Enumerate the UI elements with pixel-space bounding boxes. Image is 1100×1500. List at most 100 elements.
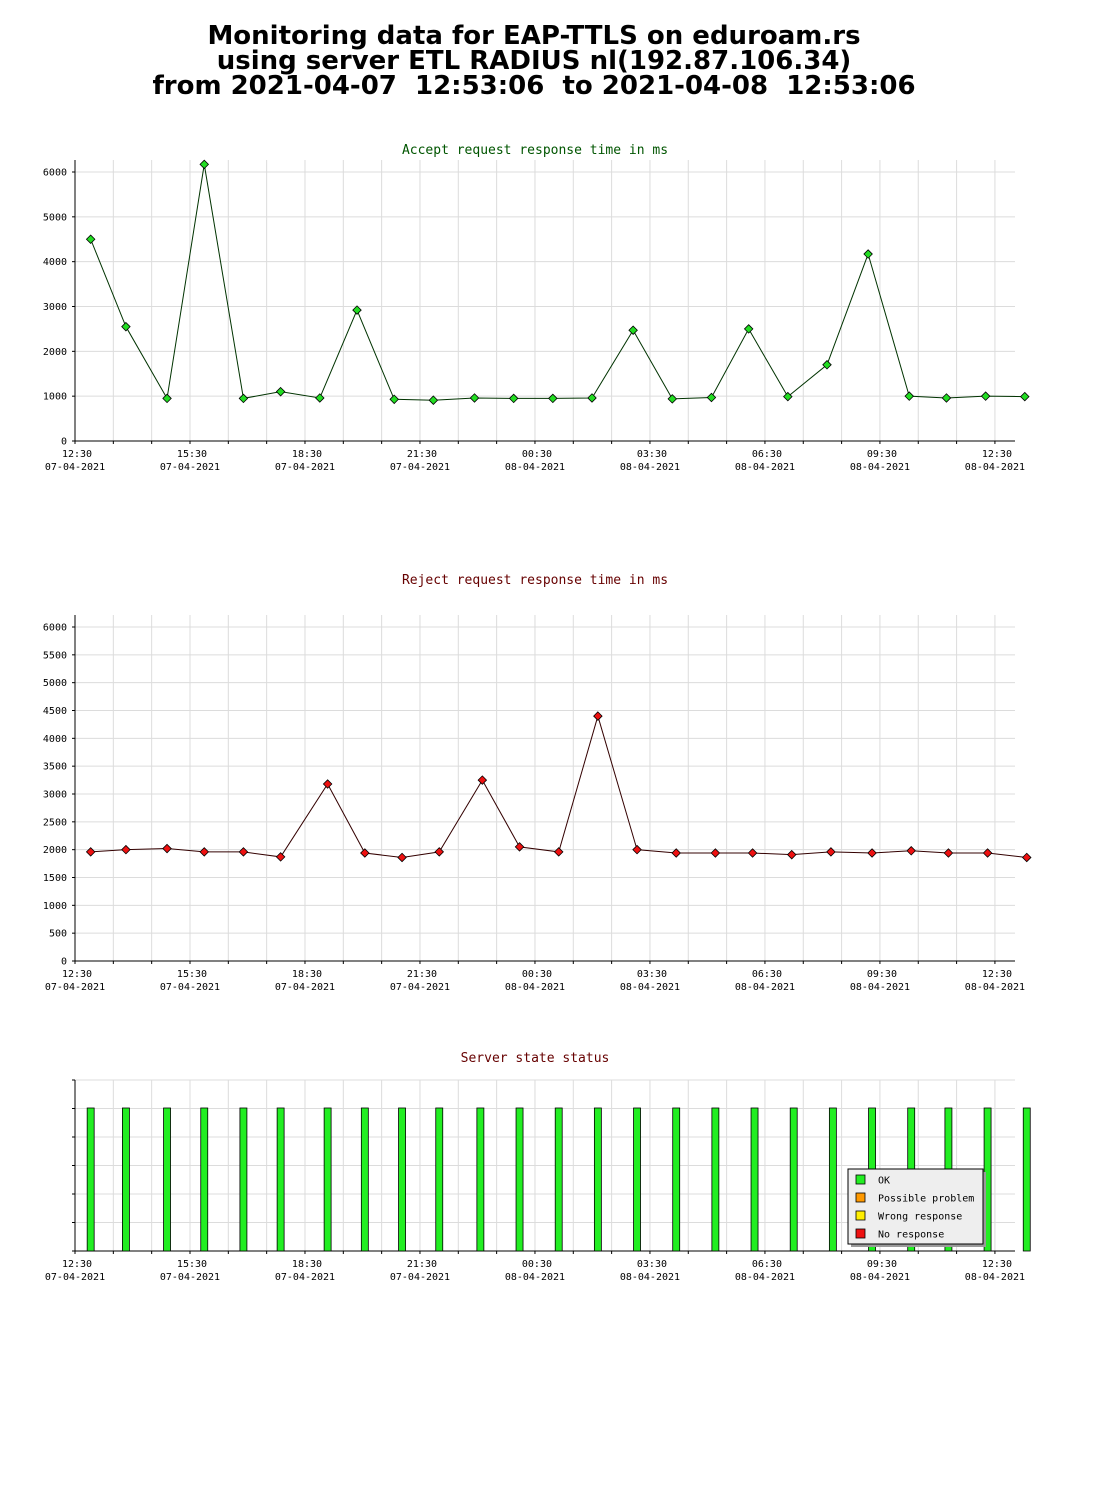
reject-data-point: [906, 846, 916, 856]
accept-data-point: [162, 393, 172, 404]
reject-data-point: [275, 852, 286, 862]
reject-data-point: [671, 848, 681, 858]
reject-data-point: [786, 849, 797, 860]
status-bar: [360, 1107, 369, 1252]
accept-ytick-label: 1000: [43, 392, 67, 403]
status-bar: [672, 1107, 681, 1252]
accept-data-point: [352, 305, 362, 315]
accept-data-point: [941, 393, 952, 403]
reject-ytick-label: 6000: [43, 623, 67, 634]
status-bar: [633, 1107, 641, 1252]
accept-data-point: [275, 386, 286, 397]
status-bar: [1022, 1107, 1031, 1252]
status-bar: [476, 1107, 485, 1252]
reject-xtick-date: 08-04-2021: [505, 982, 565, 993]
reject-data-point: [632, 844, 642, 855]
reject-xtick-time: 12:30: [982, 969, 1012, 980]
accept-response-chart: Accept request response time in ms 12:30 0…: [43, 143, 1030, 473]
accept-data-point: [706, 392, 717, 403]
reject-xtick-time: 09:30: [867, 969, 897, 980]
reject-ytick-label: 4500: [43, 706, 67, 717]
reject-data-point: [162, 843, 172, 854]
status-xtick-time: 00:30: [522, 1259, 552, 1270]
status-xtick-time: 12:30: [62, 1259, 92, 1270]
status-xtick-date: 08-04-2021: [505, 1272, 565, 1283]
reject-data-point: [397, 852, 407, 863]
reject-data-point: [322, 779, 333, 789]
status-xtick-time: 09:30: [867, 1259, 897, 1270]
status-bar: [515, 1107, 524, 1252]
status-bar: [593, 1107, 602, 1252]
accept-data-point: [508, 393, 519, 404]
status-xtick-time: 21:30: [407, 1259, 437, 1270]
legend-swatch: [855, 1210, 866, 1221]
accept-data-point: [389, 394, 399, 405]
status-xtick-date: 07-04-2021: [160, 1272, 220, 1283]
status-xtick-date: 08-04-2021: [735, 1272, 795, 1283]
accept-ytick-label: 2000: [43, 347, 67, 358]
title-line-2: using server ETL RADIUS nl(192.87.106.34…: [216, 46, 852, 76]
accept-xtick-date: 08-04-2021: [850, 462, 910, 473]
reject-data-point: [1021, 852, 1032, 863]
reject-ytick-label: 4000: [43, 734, 67, 745]
accept-xtick-date: 08-04-2021: [965, 462, 1025, 473]
status-bar: [239, 1107, 248, 1252]
legend-swatch: [855, 1228, 866, 1239]
reject-data-point: [199, 847, 210, 857]
reject-data-point: [434, 847, 445, 857]
reject-data-point: [121, 844, 131, 855]
status-bar: [750, 1107, 759, 1252]
legend-label: Possible problem: [878, 1194, 974, 1205]
reject-xtick-time: 15:30: [177, 969, 207, 980]
reject-ytick-label: 1000: [43, 901, 67, 912]
page-title: Monitoring data for EAP-TTLS on eduroam.…: [0, 21, 1068, 101]
reject-xtick-time: 18:30: [292, 969, 322, 980]
status-bar: [711, 1107, 720, 1252]
reject-data-point: [477, 775, 488, 785]
reject-xtick-date: 07-04-2021: [160, 982, 220, 993]
accept-xtick-time: 15:30: [177, 449, 207, 460]
reject-response-chart: Reject request response time in ms 12:30 0…: [43, 573, 1032, 993]
title-line-3: from 2021-04-07 12:53:06 to 2021-04-08 1…: [152, 71, 916, 101]
accept-xtick-date: 07-04-2021: [390, 462, 450, 473]
accept-data-point: [121, 321, 131, 332]
reject-ytick-label: 2000: [43, 845, 67, 856]
accept-ytick-label: 3000: [43, 302, 67, 313]
status-xtick-time: 15:30: [177, 1259, 207, 1270]
accept-data-point: [743, 324, 754, 334]
reject-xtick-time: 03:30: [637, 969, 667, 980]
accept-data-point: [469, 393, 480, 403]
accept-xtick-date: 08-04-2021: [505, 462, 565, 473]
legend-box: [847, 1168, 984, 1245]
status-bar: [398, 1107, 406, 1252]
status-xtick-date: 07-04-2021: [275, 1272, 335, 1283]
accept-data-point: [428, 395, 439, 405]
status-bar: [276, 1107, 285, 1252]
reject-title: Reject request response time in ms: [402, 573, 668, 588]
reject-xtick-date: 07-04-2021: [275, 982, 335, 993]
accept-xtick-time: 03:30: [637, 449, 667, 460]
accept-data-point: [1020, 391, 1030, 402]
accept-data-point: [315, 393, 325, 403]
legend-swatch: [855, 1192, 866, 1203]
status-bar: [163, 1107, 171, 1252]
status-title: Server state status: [461, 1051, 610, 1066]
status-bar: [828, 1107, 837, 1252]
status-xtick-date: 08-04-2021: [620, 1272, 680, 1283]
reject-xtick-date: 08-04-2021: [620, 982, 680, 993]
status-bar: [200, 1107, 209, 1252]
accept-xtick-time: 12:30: [982, 449, 1012, 460]
status-bar: [789, 1107, 798, 1252]
accept-data-point: [667, 394, 678, 404]
accept-title: Accept request response time in ms: [402, 143, 668, 158]
accept-xtick-time: 18:30: [292, 449, 322, 460]
reject-ytick-label: 2500: [43, 817, 67, 828]
reject-ytick-label: 500: [49, 929, 67, 940]
status-bar: [554, 1107, 563, 1252]
title-line-1: Monitoring data for EAP-TTLS on eduroam.…: [207, 21, 861, 51]
accept-ytick-label: 6000: [43, 168, 67, 179]
accept-data-point: [548, 393, 558, 404]
status-xtick-date: 07-04-2021: [390, 1272, 450, 1283]
accept-xtick-time: 00:30: [522, 449, 552, 460]
reject-xtick-date: 08-04-2021: [850, 982, 910, 993]
